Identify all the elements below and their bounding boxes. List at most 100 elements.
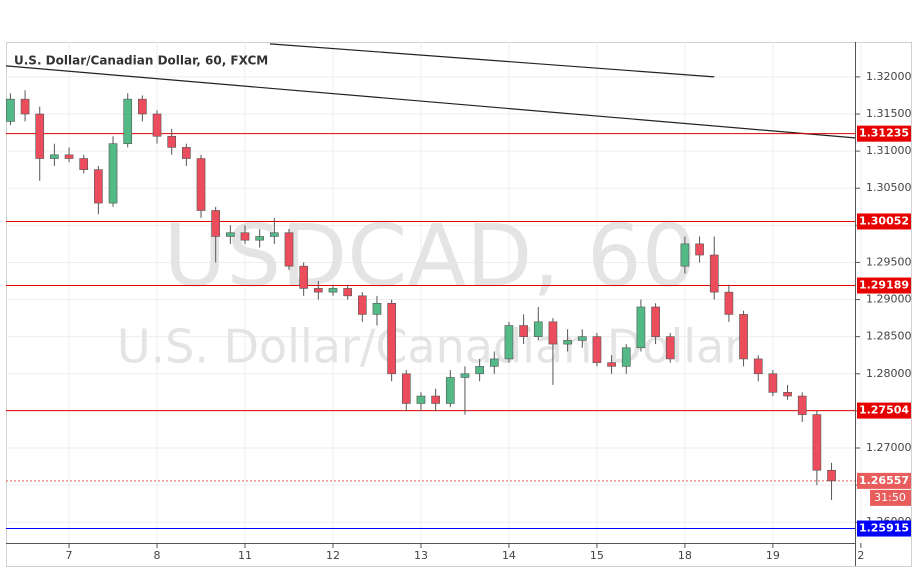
candle-body — [709, 254, 719, 293]
candle-body — [475, 366, 484, 375]
candle-body — [6, 98, 15, 122]
candle-body — [167, 135, 177, 148]
x-tick-label: 12 — [326, 549, 340, 562]
level-label-box — [857, 277, 911, 294]
x-tick-label: 7 — [66, 549, 73, 562]
y-tick-label: 1.32000 — [866, 70, 912, 83]
candle-body — [768, 373, 778, 393]
candle-body — [152, 113, 162, 137]
trend-line — [269, 43, 715, 78]
candle-body — [783, 392, 792, 397]
y-tick-label: 1.31500 — [866, 107, 912, 120]
candle-body — [665, 336, 675, 360]
candle-body — [270, 232, 279, 237]
level-label-box — [857, 402, 911, 419]
candle-body — [35, 113, 45, 159]
candle-body — [182, 147, 191, 159]
candle-body — [812, 414, 822, 471]
candle-body — [577, 336, 587, 341]
candle-body — [138, 98, 147, 115]
candle-body — [196, 158, 206, 211]
level-label: 1.25915 — [859, 522, 909, 535]
candle-body — [240, 232, 250, 241]
axes: 1.260001.265001.270001.275001.280001.285… — [66, 70, 912, 562]
trend-line — [5, 65, 856, 139]
candle-body — [695, 243, 704, 256]
y-tick-label: 1.30500 — [866, 181, 912, 194]
candle-body — [680, 243, 690, 267]
candle-body — [416, 395, 426, 404]
level-label-box — [857, 125, 911, 142]
watermark-name: U.S. Dollar/Canadian Dollar — [117, 320, 743, 374]
candle-body — [533, 321, 543, 337]
candle-body — [255, 236, 265, 241]
y-tick-label: 1.29000 — [866, 293, 912, 306]
candle-body — [445, 377, 455, 404]
candle-body — [284, 232, 294, 267]
countdown-label: 31:50 — [874, 491, 906, 504]
candle-body — [431, 395, 440, 404]
level-label: 1.27504 — [859, 404, 909, 417]
x-tick-label: 11 — [238, 549, 252, 562]
candle-body — [797, 395, 807, 415]
candle-body — [79, 158, 89, 170]
candle-body — [651, 306, 660, 337]
candle-body — [387, 302, 396, 375]
candle-body — [724, 291, 734, 315]
last-price-box — [857, 472, 911, 489]
candle-body — [636, 306, 646, 349]
candle-body — [401, 373, 411, 404]
candle-body — [753, 358, 763, 375]
x-tick-label: 2 — [857, 549, 864, 562]
x-tick-label: 13 — [414, 549, 428, 562]
y-tick-label: 1.31000 — [866, 144, 912, 157]
candle-body — [226, 232, 235, 237]
candle-body — [343, 288, 352, 297]
countdown-box — [870, 489, 911, 506]
y-tick-label: 1.28500 — [866, 330, 912, 343]
candle-body — [20, 98, 30, 115]
x-tick-label: 15 — [590, 549, 604, 562]
level-label-box — [857, 213, 911, 230]
candle-body — [299, 265, 308, 289]
candle-body — [621, 347, 631, 367]
candle-body — [108, 143, 118, 204]
candle-body — [563, 340, 572, 345]
level-label: 1.29189 — [859, 279, 909, 292]
candle-body — [372, 302, 382, 315]
candle-body — [211, 210, 221, 237]
x-tick-label: 19 — [766, 549, 780, 562]
level-label: 1.31235 — [859, 127, 909, 140]
x-tick-label: 8 — [154, 549, 161, 562]
level-label-box — [857, 520, 911, 537]
candle-body — [50, 154, 59, 159]
y-tick-label: 1.27000 — [866, 441, 912, 454]
candle-body — [548, 321, 558, 345]
x-tick-label: 18 — [678, 549, 692, 562]
last-price-label: 1.26557 — [859, 474, 909, 487]
candle-body — [94, 169, 103, 204]
level-label: 1.30052 — [859, 214, 909, 227]
candle-body — [592, 336, 602, 363]
y-tick-label: 1.28000 — [866, 367, 912, 380]
grid — [6, 42, 862, 543]
y-tick-label: 1.29500 — [866, 255, 912, 268]
candle-body — [64, 154, 74, 159]
candle-body — [123, 98, 133, 144]
candle-body — [489, 358, 499, 367]
candle-body — [460, 373, 470, 378]
candle-body — [328, 288, 338, 293]
candle-body — [607, 362, 616, 367]
x-tick-label: 14 — [502, 549, 516, 562]
plot — [5, 43, 856, 530]
frame — [6, 42, 912, 567]
candle-body — [827, 469, 836, 482]
candle-body — [357, 295, 367, 315]
watermark-symbol: USDCAD, 60 — [164, 206, 697, 306]
candle-body — [504, 325, 514, 360]
candle-body — [739, 314, 748, 360]
candle-body — [313, 288, 323, 293]
chart-title: U.S. Dollar/Canadian Dollar, 60, FXCM — [14, 54, 268, 68]
